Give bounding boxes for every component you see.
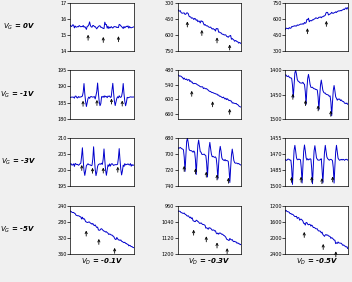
Text: $V_G$ = -3V: $V_G$ = -3V: [1, 157, 36, 167]
Text: $V_G$ = 0V: $V_G$ = 0V: [4, 22, 36, 32]
X-axis label: $V_D$ = -0.3V: $V_D$ = -0.3V: [188, 257, 231, 267]
X-axis label: $V_D$ = -0.1V: $V_D$ = -0.1V: [81, 257, 123, 267]
Text: $V_G$ = -5V: $V_G$ = -5V: [0, 224, 36, 235]
Text: $V_G$ = -1V: $V_G$ = -1V: [0, 89, 36, 100]
X-axis label: $V_D$ = -0.5V: $V_D$ = -0.5V: [296, 257, 338, 267]
